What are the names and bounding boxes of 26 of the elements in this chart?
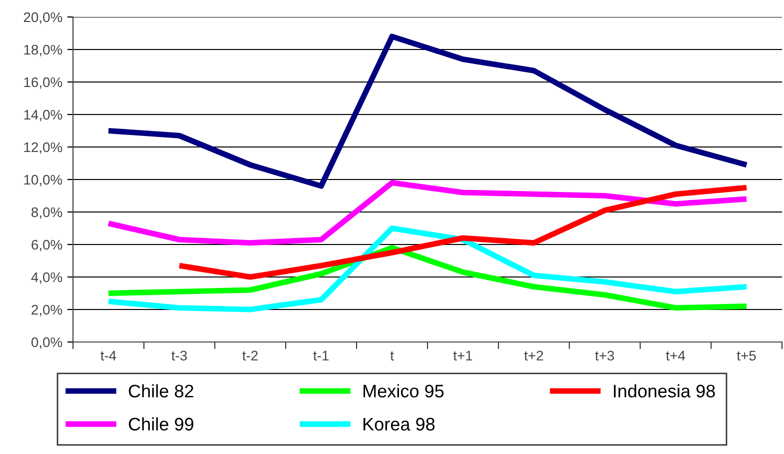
x-tick-label: t+1 — [453, 350, 472, 361]
y-tick-label: 18,0% — [24, 44, 62, 56]
x-tick-label: t-3 — [171, 350, 187, 361]
legend-label: Korea 98 — [364, 418, 435, 431]
y-tick-label: 12,0% — [24, 142, 62, 154]
legend-label: Chile 99 — [128, 417, 194, 431]
legend-label: Indonesia 98 — [614, 384, 715, 398]
y-tick-label: 20,0% — [24, 12, 62, 24]
x-tick-label: t+5 — [736, 350, 756, 361]
x-tick-label: t-1 — [313, 350, 329, 361]
x-tick-label: t+4 — [666, 350, 686, 361]
y-tick-label: 6,0% — [32, 240, 62, 252]
y-tick-label: 0,0% — [31, 337, 62, 349]
y-tick-label: 16,0% — [24, 77, 62, 89]
legend-label: Chile 82 — [128, 384, 194, 398]
x-tick-label: t — [390, 351, 394, 361]
x-tick-label: t-4 — [100, 350, 116, 361]
y-tick-label: 14,0% — [24, 110, 62, 122]
y-tick-label: 10,0% — [24, 174, 62, 186]
x-tick-label: t-2 — [242, 350, 258, 361]
x-tick-label: t+2 — [524, 350, 543, 361]
y-tick-label: 4,0% — [31, 272, 62, 284]
legend-label: Mexico 95 — [364, 384, 444, 398]
y-tick-label: 2,0% — [32, 304, 62, 316]
y-tick-label: 8,0% — [32, 207, 62, 219]
x-tick-label: t+3 — [595, 350, 614, 361]
